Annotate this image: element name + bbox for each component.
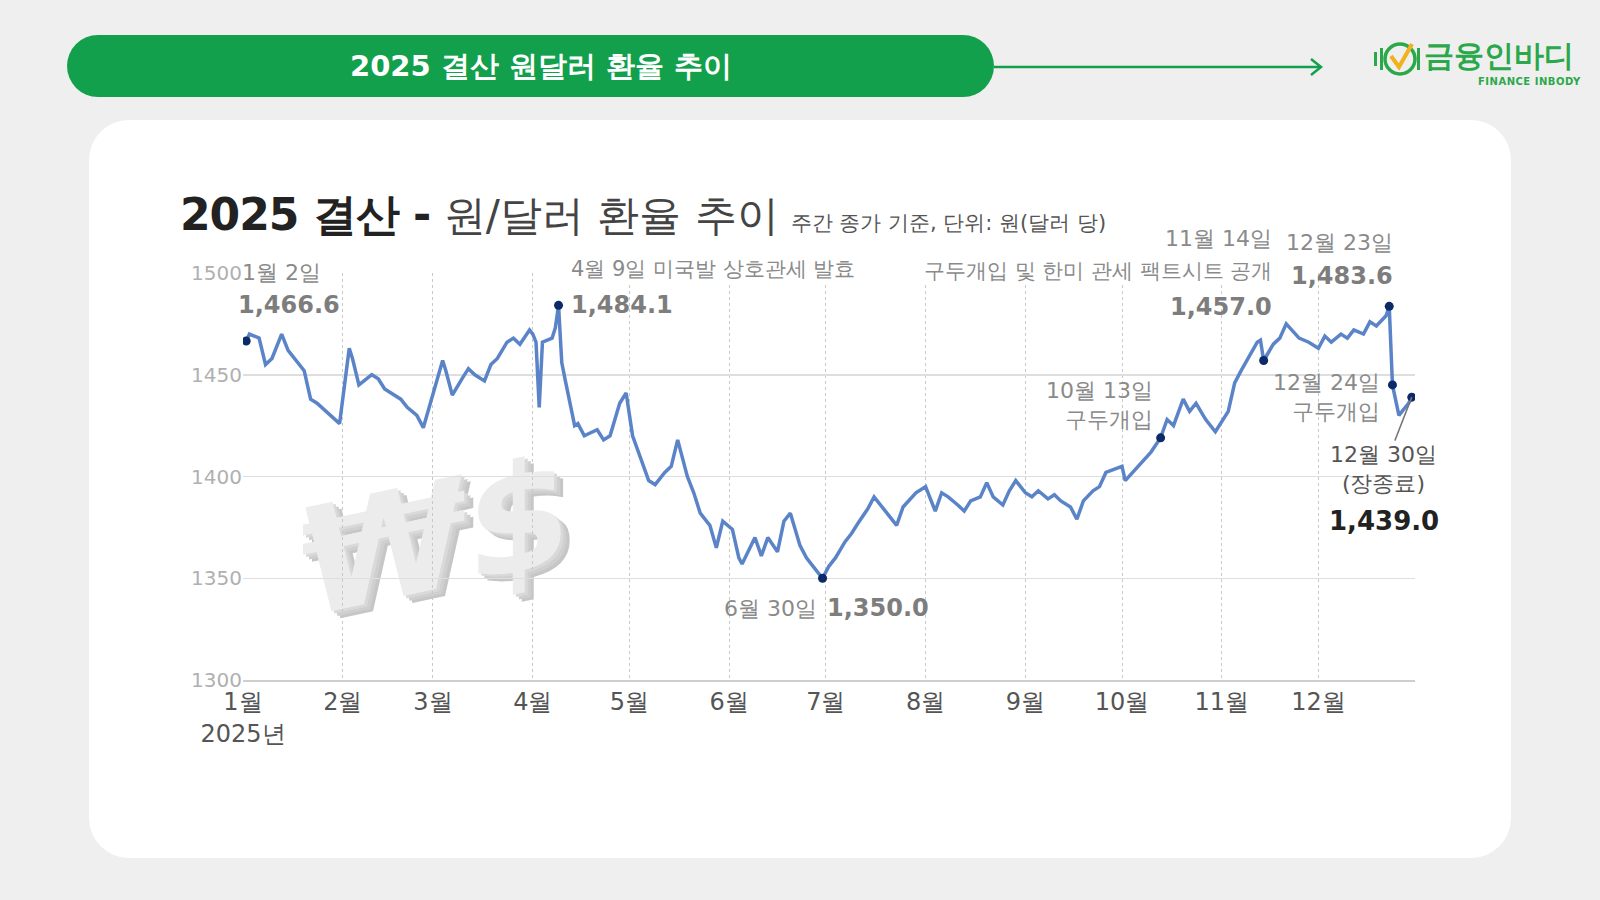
svg-text:1,484.1: 1,484.1 xyxy=(571,291,673,319)
svg-text:11월: 11월 xyxy=(1195,688,1250,716)
svg-text:5월: 5월 xyxy=(610,688,649,716)
svg-text:2월: 2월 xyxy=(323,688,362,716)
svg-text:1400: 1400 xyxy=(191,465,242,489)
svg-text:구두개입 및 한미 관세 팩트시트 공개: 구두개입 및 한미 관세 팩트시트 공개 xyxy=(924,259,1272,283)
svg-text:1,466.6: 1,466.6 xyxy=(238,291,340,319)
svg-text:11월 14일: 11월 14일 xyxy=(1165,226,1272,251)
svg-text:1월2025년: 1월2025년 xyxy=(200,688,285,747)
svg-text:1450: 1450 xyxy=(191,363,242,387)
svg-text:3월: 3월 xyxy=(413,688,452,716)
svg-text:12월 30일(장종료): 12월 30일(장종료) xyxy=(1330,442,1437,496)
html-text:2025 결산 원달러 환율 추이: 2025 결산 원달러 환율 추이 xyxy=(350,49,733,83)
svg-text:1350: 1350 xyxy=(191,566,242,590)
svg-text:6월: 6월 xyxy=(710,688,749,716)
svg-text:8월: 8월 xyxy=(906,688,945,716)
svg-text:1,457.0: 1,457.0 xyxy=(1170,293,1272,321)
html-text:2025 결산 -원/달러 환율 추이: 2025 결산 -원/달러 환율 추이 xyxy=(180,189,779,240)
svg-text:1500: 1500 xyxy=(191,261,242,285)
html-text:주간 종가 기준, 단위: 원(달러 당): 주간 종가 기준, 단위: 원(달러 당) xyxy=(790,211,1107,235)
svg-text:12월 23일: 12월 23일 xyxy=(1286,230,1393,255)
html-text:금융인바디: 금융인바디 xyxy=(1424,38,1574,73)
svg-text:1,483.6: 1,483.6 xyxy=(1291,262,1393,290)
svg-text:4월: 4월 xyxy=(513,688,552,716)
svg-text:1300: 1300 xyxy=(191,668,242,692)
svg-text:1월 2일: 1월 2일 xyxy=(242,260,321,285)
svg-text:12월 24일구두개입: 12월 24일구두개입 xyxy=(1273,370,1380,424)
html-text:FINANCE INBODY: FINANCE INBODY xyxy=(1478,76,1581,87)
svg-text:4월 9일 미국발 상호관세 발효: 4월 9일 미국발 상호관세 발효 xyxy=(571,257,855,281)
svg-text:1,439.0: 1,439.0 xyxy=(1329,506,1439,536)
svg-text:1,350.0: 1,350.0 xyxy=(827,594,929,622)
svg-text:10월: 10월 xyxy=(1095,688,1150,716)
svg-text:10월 13일구두개입: 10월 13일구두개입 xyxy=(1046,378,1153,432)
svg-text:12월: 12월 xyxy=(1291,688,1346,716)
svg-text:9월: 9월 xyxy=(1006,688,1045,716)
svg-text:7월: 7월 xyxy=(806,688,845,716)
svg-text:6월 30일: 6월 30일 xyxy=(724,596,817,621)
